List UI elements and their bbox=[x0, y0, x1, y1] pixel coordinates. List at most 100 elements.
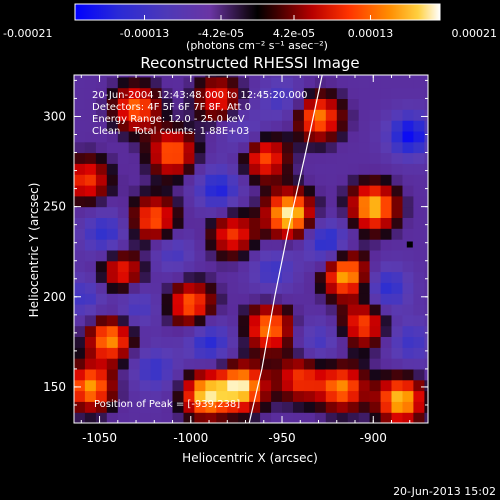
heatmap-cell bbox=[139, 260, 152, 273]
heatmap-cell bbox=[282, 401, 294, 413]
heatmap-cell bbox=[325, 314, 338, 327]
heatmap-cell bbox=[74, 163, 86, 175]
heatmap-cell bbox=[106, 325, 119, 337]
heatmap-cell bbox=[172, 217, 184, 229]
heatmap-cell bbox=[369, 304, 382, 316]
heatmap-cell bbox=[314, 228, 327, 240]
heatmap-cell bbox=[325, 239, 338, 251]
heatmap-cell bbox=[369, 130, 382, 143]
heatmap-cell bbox=[358, 76, 371, 89]
heatmap-cell bbox=[325, 185, 338, 197]
heatmap-cell bbox=[249, 325, 261, 337]
heatmap-cell bbox=[391, 87, 403, 99]
heatmap-cell bbox=[282, 120, 294, 132]
heatmap-cell bbox=[194, 87, 206, 99]
heatmap-cell bbox=[84, 239, 97, 251]
heatmap-cell bbox=[161, 163, 174, 175]
heatmap-cell bbox=[402, 120, 414, 132]
heatmap-cell bbox=[106, 401, 119, 413]
heatmap-cell bbox=[402, 130, 414, 143]
heatmap-cell bbox=[413, 401, 425, 413]
heatmap-cell bbox=[347, 336, 360, 348]
heatmap-cell bbox=[336, 206, 349, 218]
heatmap-cell bbox=[260, 282, 272, 294]
heatmap-cell bbox=[128, 314, 141, 327]
heatmap-cell bbox=[380, 314, 393, 327]
heatmap-cell bbox=[117, 195, 130, 208]
heatmap-cell bbox=[424, 347, 428, 359]
heatmap-cell bbox=[216, 206, 228, 218]
colorbar-tick-label: -0.00013 bbox=[120, 27, 169, 40]
heatmap-cell bbox=[347, 282, 360, 294]
heatmap-cell bbox=[95, 152, 108, 164]
heatmap-cell bbox=[106, 141, 119, 154]
heatmap-cell bbox=[358, 282, 371, 294]
heatmap-cell bbox=[271, 163, 283, 175]
heatmap-cell bbox=[380, 185, 393, 197]
heatmap-cell bbox=[271, 379, 283, 392]
heatmap-cell bbox=[336, 368, 349, 381]
heatmap-cell bbox=[161, 336, 174, 348]
heatmap-cell bbox=[249, 195, 261, 208]
heatmap-cell bbox=[74, 185, 86, 197]
heatmap-cell bbox=[161, 98, 174, 110]
heatmap-cell bbox=[95, 271, 108, 283]
heatmap-cell bbox=[172, 282, 184, 294]
heatmap-cell bbox=[391, 401, 403, 413]
heatmap-cell bbox=[293, 109, 305, 121]
heatmap-cell bbox=[402, 293, 414, 305]
heatmap-cell bbox=[402, 141, 414, 154]
heatmap-cell bbox=[260, 174, 272, 186]
heatmap-cell bbox=[347, 87, 360, 99]
heatmap-cell bbox=[271, 98, 283, 110]
heatmap-cell bbox=[84, 120, 97, 132]
heatmap-cell bbox=[74, 336, 86, 348]
heatmap-cell bbox=[161, 249, 174, 262]
heatmap-cell bbox=[95, 304, 108, 316]
heatmap-cell bbox=[183, 75, 195, 78]
heatmap-cell bbox=[380, 120, 393, 132]
heatmap-cell bbox=[260, 239, 272, 251]
heatmap-cell bbox=[117, 98, 130, 110]
annotation-detectors: Detectors: 4F 5F 6F 7F 8F, Att 0 bbox=[92, 102, 251, 113]
heatmap-cell bbox=[106, 282, 119, 294]
heatmap-cell bbox=[150, 98, 163, 110]
heatmap-cell bbox=[358, 87, 371, 99]
heatmap-cell bbox=[293, 98, 305, 110]
heatmap-cell bbox=[216, 325, 228, 337]
heatmap-cell bbox=[139, 412, 152, 423]
heatmap-cell bbox=[216, 217, 228, 229]
heatmap-cell bbox=[205, 368, 217, 381]
heatmap-cell bbox=[249, 109, 261, 121]
heatmap-cell bbox=[227, 163, 239, 175]
heatmap-cell bbox=[128, 260, 141, 273]
heatmap-cell bbox=[172, 228, 184, 240]
heatmap-cell bbox=[150, 368, 163, 381]
heatmap-cell bbox=[194, 412, 206, 423]
heatmap-cell bbox=[205, 195, 217, 208]
heatmap-cell bbox=[249, 228, 261, 240]
heatmap-cell bbox=[194, 141, 206, 154]
heatmap-cell bbox=[205, 358, 217, 370]
heatmap-cell bbox=[325, 249, 338, 262]
heatmap-cell bbox=[336, 293, 349, 305]
heatmap-cell bbox=[74, 412, 86, 423]
heatmap-cell bbox=[402, 401, 414, 413]
heatmap-cell bbox=[216, 282, 228, 294]
heatmap-cell bbox=[117, 401, 130, 413]
heatmap-cell bbox=[95, 130, 108, 143]
heatmap-cell bbox=[205, 293, 217, 305]
heatmap-cell bbox=[402, 206, 414, 218]
heatmap-cell bbox=[95, 98, 108, 110]
heatmap-cell bbox=[336, 98, 349, 110]
heatmap-cell bbox=[194, 282, 206, 294]
heatmap-cell bbox=[95, 260, 108, 273]
heatmap-cell bbox=[314, 163, 327, 175]
heatmap-cell bbox=[413, 293, 425, 305]
heatmap-cell bbox=[84, 336, 97, 348]
heatmap-cell bbox=[95, 249, 108, 262]
heatmap-cell bbox=[402, 75, 414, 78]
heatmap-cell bbox=[358, 271, 371, 283]
heatmap-cell bbox=[205, 314, 217, 327]
heatmap-cell bbox=[424, 358, 428, 370]
